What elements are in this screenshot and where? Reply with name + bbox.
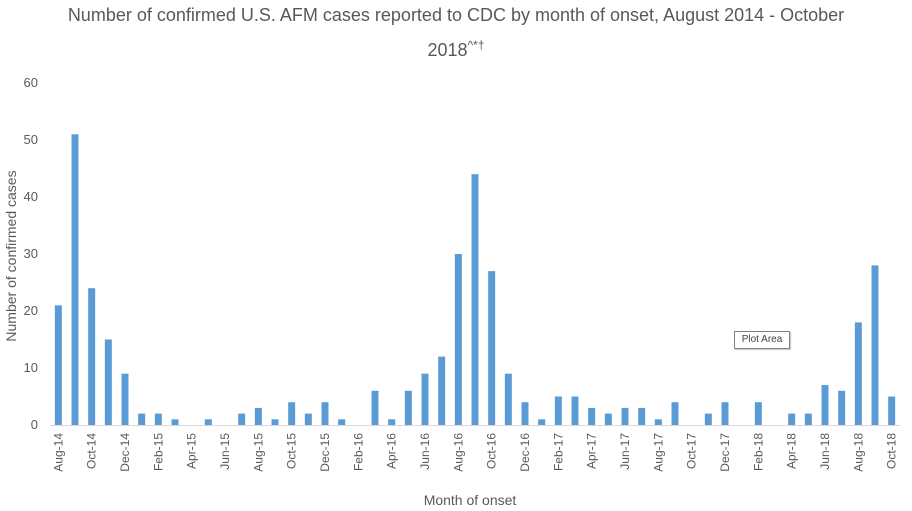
- x-tick-label: Dec-16: [518, 433, 532, 472]
- x-tick-label: Jun-17: [618, 433, 632, 470]
- bar-apr-18: [788, 413, 796, 425]
- x-tick-label: Aug-18: [851, 433, 865, 472]
- bar-aug-17: [654, 419, 662, 425]
- bar-oct-15: [288, 402, 296, 425]
- bar-dec-16: [521, 402, 529, 425]
- x-axis-label: Month of onset: [424, 492, 517, 508]
- x-tick-label: Jun-18: [818, 433, 832, 470]
- bar-dec-14: [121, 373, 129, 425]
- x-tick-label: Feb-18: [751, 433, 765, 471]
- bar-nov-14: [104, 339, 112, 425]
- x-tick-label: Apr-16: [385, 433, 399, 469]
- x-tick-label: Apr-15: [185, 433, 199, 469]
- y-axis-label: Number of confirmed cases: [3, 170, 19, 341]
- bar-may-15: [204, 419, 212, 425]
- x-tick-label: Apr-17: [585, 433, 599, 469]
- x-tick-label: Dec-14: [118, 433, 132, 472]
- chart-title-main: Number of confirmed U.S. AFM cases repor…: [67, 5, 845, 25]
- chart-title-year: 2018: [427, 40, 468, 60]
- bar-mar-15: [171, 419, 179, 425]
- x-tick-label: Oct-15: [285, 433, 299, 469]
- bar-apr-17: [588, 407, 596, 425]
- x-tick-label: Feb-15: [151, 433, 165, 471]
- bar-aug-14: [54, 305, 62, 425]
- y-tick-label: 50: [24, 132, 38, 147]
- x-tick-label: Apr-18: [785, 433, 799, 469]
- y-tick-label: 20: [24, 303, 38, 318]
- bar-sep-15: [271, 419, 279, 425]
- y-tick-label: 10: [24, 360, 38, 375]
- bar-nov-16: [504, 373, 512, 425]
- bar-dec-15: [321, 402, 329, 425]
- x-tick-label: Oct-14: [85, 433, 99, 469]
- y-axis-ticks: 0 10 20 30 40 50 60: [24, 75, 38, 432]
- plot-area-tooltip: Plot Area: [734, 331, 790, 349]
- bar-jun-16: [421, 373, 429, 425]
- x-tick-label: Aug-14: [51, 433, 65, 472]
- x-tick-label: Aug-15: [251, 433, 265, 472]
- bar-nov-17: [704, 413, 712, 425]
- bar-sep-14: [71, 134, 79, 426]
- bar-aug-18: [854, 322, 862, 425]
- bar-aug-16: [454, 254, 462, 425]
- x-tick-label: Aug-17: [651, 433, 665, 472]
- bar-feb-17: [554, 396, 562, 425]
- bar-oct-16: [488, 271, 496, 425]
- y-tick-label: 30: [24, 246, 38, 261]
- bar-sep-16: [471, 174, 479, 425]
- y-tick-label: 60: [24, 75, 38, 90]
- bar-feb-18: [754, 402, 762, 425]
- bar-jul-16: [438, 356, 446, 425]
- bar-jan-17: [538, 419, 546, 425]
- bar-sep-17: [671, 402, 679, 425]
- bar-may-16: [404, 390, 412, 425]
- x-tick-label: Feb-16: [351, 433, 365, 471]
- bar-may-18: [804, 413, 812, 425]
- bar-apr-16: [388, 419, 396, 425]
- bar-jun-18: [821, 385, 829, 425]
- bars: [54, 134, 896, 426]
- bar-jul-17: [638, 407, 646, 425]
- x-tick-label: Jun-15: [218, 433, 232, 470]
- bar-oct-14: [88, 288, 96, 425]
- x-tick-label: Feb-17: [551, 433, 565, 471]
- bar-feb-15: [154, 413, 162, 425]
- y-tick-label: 0: [31, 417, 38, 432]
- bar-mar-17: [571, 396, 579, 425]
- bar-jan-16: [338, 419, 346, 425]
- x-axis-ticks: Aug-14 Oct-14 Dec-14 Feb-15 Apr-15 Jun-15 Aug-…: [51, 433, 898, 472]
- x-tick-label: Oct-17: [685, 433, 699, 469]
- x-tick-label: Dec-15: [318, 433, 332, 472]
- x-tick-label: Jun-16: [418, 433, 432, 470]
- x-tick-label: Aug-16: [451, 433, 465, 472]
- chart-title-line2: 2018^*†: [0, 30, 912, 65]
- bar-mar-16: [371, 390, 379, 425]
- bar-oct-18: [888, 396, 896, 425]
- bar-sep-18: [871, 265, 879, 425]
- x-tick-label: Oct-18: [885, 433, 899, 469]
- bar-jul-15: [238, 413, 246, 425]
- bar-dec-17: [721, 402, 729, 425]
- bar-may-17: [604, 413, 612, 425]
- x-tick-label: Dec-17: [718, 433, 732, 472]
- chart-title: Number of confirmed U.S. AFM cases repor…: [0, 0, 912, 65]
- bar-jun-17: [621, 407, 629, 425]
- bar-nov-15: [304, 413, 312, 425]
- bar-aug-15: [254, 407, 262, 425]
- y-tick-label: 40: [24, 189, 38, 204]
- bar-jan-15: [138, 413, 146, 425]
- bar-jul-18: [838, 390, 846, 425]
- x-tick-label: Oct-16: [485, 433, 499, 469]
- chart-title-marks: ^*†: [467, 38, 485, 52]
